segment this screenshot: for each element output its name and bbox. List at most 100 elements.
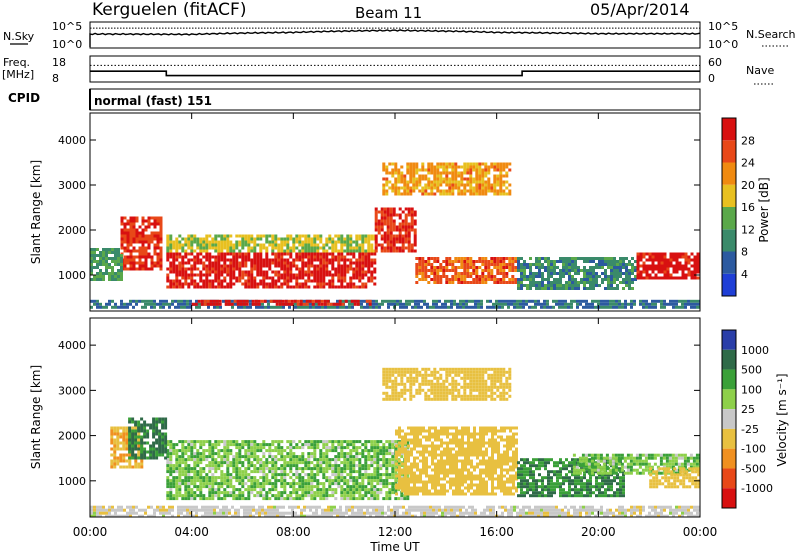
power-marks-cell bbox=[484, 278, 488, 281]
power-marks-cell bbox=[601, 266, 604, 269]
power-marks-cell bbox=[199, 246, 203, 250]
power-marks-cell bbox=[442, 192, 446, 196]
vel-marks-cell bbox=[428, 432, 431, 436]
power-marks-cell bbox=[253, 237, 257, 241]
power-marks-cell bbox=[99, 275, 102, 278]
power-marks-cell bbox=[259, 267, 263, 271]
power-marks-cell bbox=[586, 260, 589, 263]
vel-marks-cell bbox=[137, 420, 141, 424]
power-marks-cell bbox=[108, 251, 111, 254]
vel-marks-cell bbox=[184, 491, 188, 495]
power-marks-cell bbox=[436, 281, 440, 284]
vel-marks-cell bbox=[416, 450, 419, 454]
vel-marks-cell bbox=[244, 467, 248, 471]
power-marks-cell bbox=[274, 243, 278, 247]
power-marks-cell bbox=[232, 276, 236, 280]
power-marks-cell bbox=[166, 237, 170, 241]
power-marks-cell bbox=[90, 272, 93, 275]
power-marks-cell bbox=[625, 284, 628, 287]
vel-marks-cell bbox=[280, 455, 284, 459]
vel-marks-cell bbox=[128, 426, 132, 430]
power-marks-cell bbox=[108, 275, 111, 278]
power-marks-cell bbox=[460, 272, 464, 275]
power-marks-cell bbox=[583, 266, 586, 269]
power-marks-cell bbox=[108, 263, 111, 266]
power-marks-cell bbox=[391, 171, 395, 175]
power-marks-cell bbox=[633, 299, 636, 303]
freq-unit-label: [MHz] bbox=[2, 68, 34, 81]
vel-marks-cell bbox=[131, 447, 135, 451]
power-marks-cell bbox=[651, 264, 655, 268]
power-marks-cell bbox=[120, 240, 124, 244]
vel-marks-cell bbox=[181, 470, 185, 474]
power-marks-cell bbox=[484, 186, 488, 190]
power-marks-cell bbox=[487, 266, 491, 269]
power-marks-cell bbox=[627, 302, 630, 306]
power-marks-cell bbox=[675, 267, 679, 271]
power-marks-cell bbox=[430, 278, 434, 281]
vel-marks-cell bbox=[307, 467, 311, 471]
power-marks-cell bbox=[612, 299, 615, 303]
vel-marks-cell bbox=[358, 482, 362, 486]
power-marks-cell bbox=[348, 299, 351, 303]
power-marks-cell bbox=[211, 285, 215, 289]
vel-marks-cell bbox=[253, 488, 257, 492]
power-marks-cell bbox=[678, 267, 682, 271]
power-marks-cell bbox=[334, 258, 338, 262]
power-marks-cell bbox=[144, 249, 148, 253]
power-marks-cell bbox=[340, 258, 344, 262]
power-marks-cell bbox=[117, 269, 120, 272]
power-marks-cell bbox=[424, 266, 428, 269]
power-marks-cell bbox=[346, 243, 350, 247]
power-marks-cell bbox=[208, 264, 212, 268]
vel-marks-cell bbox=[388, 473, 392, 477]
power-marks-cell bbox=[358, 270, 362, 274]
power-marks-cell bbox=[529, 269, 532, 272]
power-marks-cell bbox=[576, 305, 579, 309]
power-marks-cell bbox=[226, 234, 230, 238]
vel-marks-cell bbox=[367, 497, 371, 501]
vel-marks-cell bbox=[292, 461, 296, 465]
vel-marks-cell bbox=[352, 461, 356, 465]
power-marks-cell bbox=[645, 305, 648, 309]
power-marks-cell bbox=[274, 234, 278, 238]
power-marks-cell bbox=[681, 273, 685, 277]
power-marks-cell bbox=[144, 237, 148, 241]
power-marks-cell bbox=[405, 299, 408, 303]
power-marks-cell bbox=[242, 302, 246, 306]
power-marks-cell bbox=[475, 183, 479, 187]
power-marks-cell bbox=[172, 243, 176, 247]
power-marks-cell bbox=[247, 270, 251, 274]
power-marks-cell bbox=[262, 258, 266, 262]
power-marks-cell bbox=[156, 240, 160, 244]
power-marks-cell bbox=[407, 225, 411, 229]
power-marks-cell bbox=[265, 252, 269, 256]
power-marks-cell bbox=[229, 285, 233, 289]
power-marks-cell bbox=[402, 302, 405, 306]
vel-marks-cell bbox=[202, 494, 206, 498]
vel-marks-cell bbox=[352, 449, 356, 453]
power-marks-cell bbox=[117, 263, 120, 266]
vel-marks-cell bbox=[193, 446, 197, 450]
power-marks-cell bbox=[126, 255, 130, 259]
vel-marks-cell bbox=[247, 494, 251, 498]
power-marks-cell bbox=[141, 243, 145, 247]
power-marks-cell bbox=[169, 261, 173, 265]
vel-marks-cell bbox=[364, 464, 368, 468]
power-marks-cell bbox=[592, 272, 595, 275]
vel-marks-cell bbox=[166, 479, 170, 483]
power-marks-cell bbox=[265, 276, 269, 280]
power-marks-cell bbox=[211, 270, 215, 274]
vel-marks-cell bbox=[413, 486, 416, 490]
vel-marks-cell bbox=[259, 458, 263, 462]
power-marks-cell bbox=[239, 299, 243, 303]
power-marks-cell bbox=[400, 165, 404, 169]
vel-marks-cell bbox=[361, 479, 365, 483]
power-marks-cell bbox=[175, 237, 179, 241]
vel-marks-cell bbox=[367, 449, 371, 453]
vel-marks-cell bbox=[428, 489, 431, 493]
power-marks-cell bbox=[132, 237, 136, 241]
vel-marks-cell bbox=[370, 494, 374, 498]
power-marks-cell bbox=[386, 213, 390, 217]
vel-marks-cell bbox=[295, 446, 299, 450]
